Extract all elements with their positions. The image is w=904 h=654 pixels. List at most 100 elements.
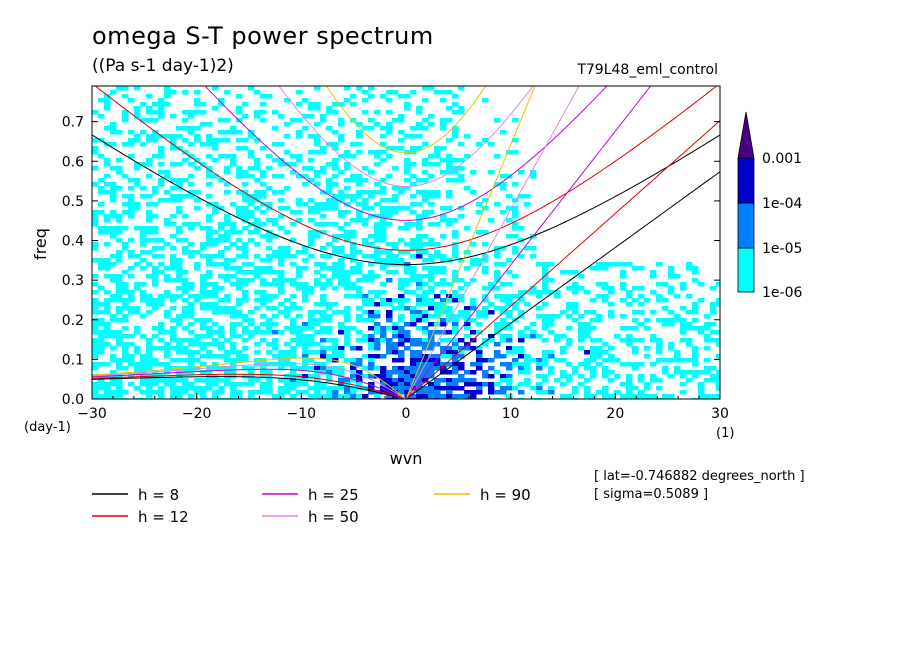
heatmap-cell	[518, 290, 525, 295]
heatmap-cell	[518, 238, 525, 243]
heatmap-cell	[470, 338, 477, 343]
heatmap-cell	[410, 350, 417, 355]
heatmap-cell	[566, 394, 573, 399]
heatmap-cell	[236, 238, 243, 243]
heatmap-cell	[524, 382, 531, 387]
heatmap-cell	[242, 190, 249, 195]
heatmap-cell	[362, 126, 369, 131]
heatmap-cell	[134, 206, 141, 211]
heatmap-cell	[278, 162, 285, 167]
heatmap-cell	[242, 198, 249, 203]
heatmap-cell	[296, 366, 303, 371]
heatmap-cell	[392, 346, 399, 351]
heatmap-cell	[104, 106, 111, 111]
y-axis-label: freq	[31, 228, 50, 260]
heatmap-cell	[302, 282, 309, 287]
heatmap-cell	[104, 162, 111, 167]
heatmap-cell	[548, 390, 555, 395]
heatmap-cell	[386, 374, 393, 379]
heatmap-cell	[488, 390, 495, 395]
heatmap-cell	[344, 334, 351, 339]
heatmap-cell	[200, 278, 207, 283]
heatmap-cell	[254, 326, 261, 331]
heatmap-cell	[278, 282, 285, 287]
heatmap-cell	[98, 350, 105, 355]
heatmap-cell	[452, 394, 459, 399]
heatmap-cell	[188, 310, 195, 315]
heatmap-cell	[104, 266, 111, 271]
heatmap-cell	[542, 286, 549, 291]
heatmap-cell	[404, 222, 411, 227]
heatmap-cell	[350, 254, 357, 259]
heatmap-cell	[104, 94, 111, 99]
heatmap-cell	[356, 306, 363, 311]
heatmap-cell	[398, 330, 405, 335]
heatmap-cell	[662, 366, 669, 371]
heatmap-cell	[338, 330, 345, 335]
heatmap-cell	[296, 90, 303, 95]
heatmap-cell	[650, 394, 657, 399]
heatmap-cell	[398, 298, 405, 303]
heatmap-cell	[422, 338, 429, 343]
heatmap-cell	[158, 338, 165, 343]
heatmap-cell	[404, 346, 411, 351]
heatmap-cell	[506, 294, 513, 299]
heatmap-cell	[386, 222, 393, 227]
heatmap-cell	[638, 266, 645, 271]
heatmap-cell	[554, 378, 561, 383]
heatmap-cell	[374, 366, 381, 371]
legend-label: h = 8	[138, 486, 179, 504]
heatmap-cell	[164, 218, 171, 223]
heatmap-cell	[380, 386, 387, 391]
heatmap-cell	[416, 106, 423, 111]
heatmap-cell	[380, 250, 387, 255]
heatmap-cell	[464, 250, 471, 255]
heatmap-cell	[344, 310, 351, 315]
heatmap-cell	[308, 198, 315, 203]
heatmap-cell	[458, 286, 465, 291]
heatmap-cell	[206, 386, 213, 391]
heatmap-cell	[254, 358, 261, 363]
heatmap-cell	[248, 334, 255, 339]
heatmap-cell	[554, 334, 561, 339]
heatmap-cell	[458, 106, 465, 111]
heatmap-cell	[176, 238, 183, 243]
heatmap-cell	[416, 238, 423, 243]
heatmap-cell	[308, 242, 315, 247]
heatmap-cell	[452, 298, 459, 303]
heatmap-cell	[296, 198, 303, 203]
heatmap-cell	[98, 346, 105, 351]
heatmap-cell	[494, 390, 501, 395]
heatmap-cell	[548, 370, 555, 375]
heatmap-cell	[146, 366, 153, 371]
heatmap-cell	[176, 350, 183, 355]
heatmap-cell	[200, 370, 207, 375]
heatmap-cell	[452, 170, 459, 175]
heatmap-cell	[482, 242, 489, 247]
heatmap-cell	[362, 90, 369, 95]
heatmap-cell	[158, 238, 165, 243]
heatmap-cell	[320, 166, 327, 171]
heatmap-cell	[482, 286, 489, 291]
heatmap-cell	[416, 282, 423, 287]
heatmap-cell	[464, 370, 471, 375]
heatmap-cell	[182, 310, 189, 315]
heatmap-cell	[92, 354, 99, 359]
heatmap-cell	[692, 350, 699, 355]
heatmap-cell	[374, 314, 381, 319]
heatmap-cell	[284, 314, 291, 319]
heatmap-cell	[656, 318, 663, 323]
heatmap-cell	[452, 290, 459, 295]
heatmap-cell	[122, 242, 129, 247]
heatmap-cell	[464, 322, 471, 327]
heatmap-cell	[638, 338, 645, 343]
heatmap-cell	[602, 390, 609, 395]
heatmap-cell	[482, 338, 489, 343]
heatmap-cell	[92, 218, 99, 223]
heatmap-cell	[140, 234, 147, 239]
heatmap-cell	[542, 270, 549, 275]
heatmap-cell	[140, 258, 147, 263]
heatmap-cell	[488, 286, 495, 291]
heatmap-cell	[440, 290, 447, 295]
heatmap-cell	[230, 266, 237, 271]
